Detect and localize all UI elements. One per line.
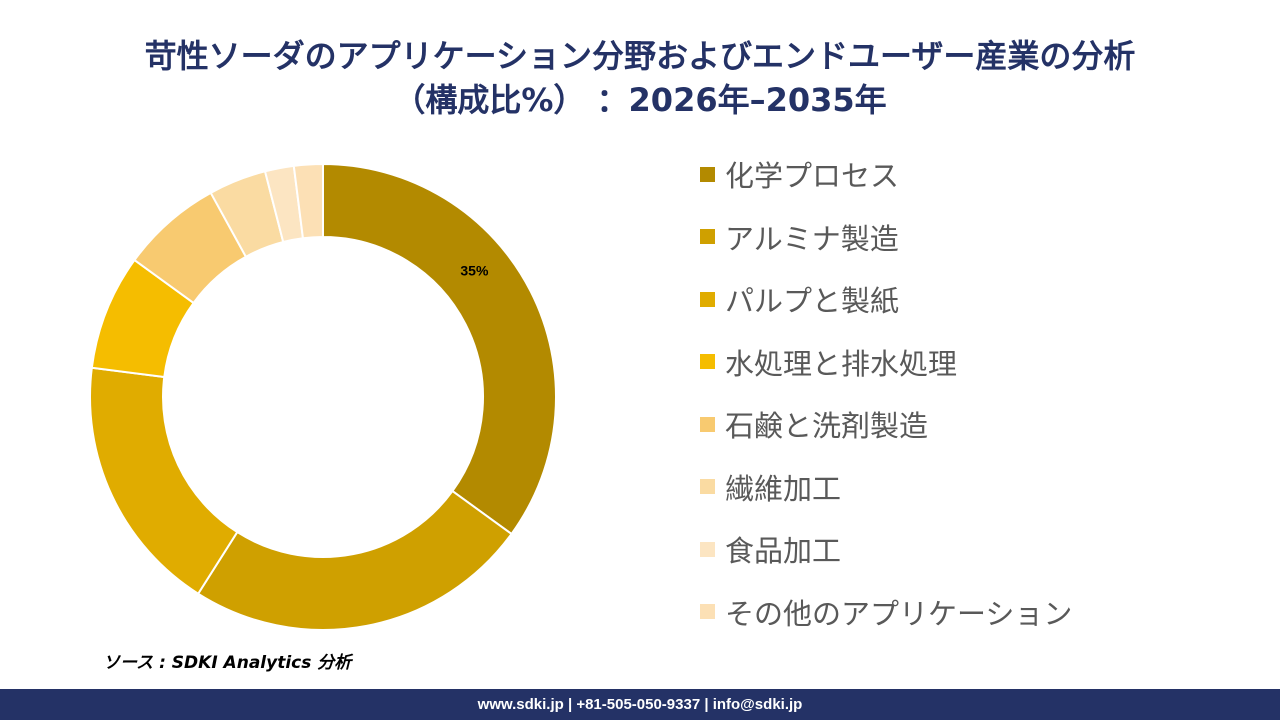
legend-item-3: パルプと製紙	[700, 279, 899, 319]
legend-swatch	[700, 541, 715, 557]
donut-slice-3	[89, 366, 239, 596]
legend-label: 石鹸と洗剤製造	[725, 409, 929, 443]
donut-slice-8	[292, 162, 324, 240]
legend-item-5: 石鹸と洗剤製造	[700, 404, 928, 444]
legend-label: 食品加工	[725, 534, 842, 568]
chart-title-line-1: 苛性ソーダのアプリケーション分野およびエンドユーザー産業の分析	[144, 37, 1136, 75]
donut-slice-2	[196, 489, 513, 631]
chart-title: 苛性ソーダのアプリケーション分野およびエンドユーザー産業の分析 （構成比%） ：…	[0, 34, 1280, 122]
legend-item-4: 水処理と排水処理	[700, 342, 957, 382]
legend-label: アルミナ製造	[725, 221, 899, 256]
donut-slice-1	[322, 162, 557, 536]
legend-label: 化学プロセス	[725, 159, 900, 193]
donut-chart: 35%	[89, 162, 557, 631]
legend-label: 水処理と排水処理	[725, 346, 958, 381]
legend-swatch	[700, 604, 715, 619]
legend-item-8: その他のアプリケーション	[700, 592, 1072, 632]
legend-label: パルプと製紙	[725, 284, 900, 318]
legend-swatch	[700, 479, 715, 494]
chart-title-line-2: （構成比%） ：2026年–2035年	[393, 81, 887, 119]
legend-label: 繊維加工	[725, 471, 842, 506]
legend-item-1: 化学プロセス	[700, 154, 899, 194]
legend-swatch	[700, 416, 715, 432]
legend-swatch	[700, 291, 715, 307]
legend-item-7: 食品加工	[700, 529, 841, 569]
legend-label: その他のアプリケーション	[725, 596, 1073, 631]
legend-swatch	[700, 229, 715, 244]
footer-bar: www.sdki.jp | +81-505-050-9337 | info@sd…	[0, 689, 1280, 720]
legend-swatch	[700, 354, 715, 369]
legend-item-2: アルミナ製造	[700, 217, 899, 257]
legend-swatch	[700, 166, 715, 182]
footer-contact: www.sdki.jp | +81-505-050-9337 | info@sd…	[477, 696, 803, 713]
source-note: ソース : SDKI Analytics 分析	[103, 653, 352, 673]
legend-item-6: 繊維加工	[700, 467, 841, 507]
data-label-slice-1: 35%	[460, 262, 489, 278]
